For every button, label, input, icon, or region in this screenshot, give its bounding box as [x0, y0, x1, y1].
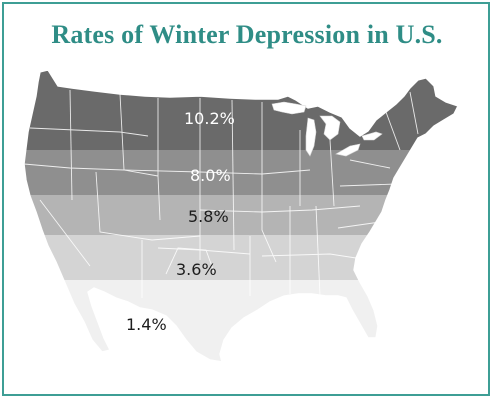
band-8-0-region	[24, 150, 458, 195]
band-5-8-region	[24, 195, 458, 235]
map-title: Rates of Winter Depression in U.S.	[51, 20, 443, 49]
band-labels: 10.2% 8.0% 5.8% 3.6% 1.4%	[126, 109, 235, 334]
us-outline	[23, 69, 459, 363]
lake-ontario	[361, 131, 383, 141]
lake-michigan	[305, 117, 317, 157]
band-label-3-6: 3.6%	[176, 260, 217, 279]
rate-bands	[24, 70, 458, 362]
lake-erie	[335, 143, 361, 157]
band-label-10-2: 10.2%	[184, 109, 235, 128]
great-lakes	[271, 101, 383, 157]
band-1-4-region	[24, 280, 458, 362]
band-label-8-0: 8.0%	[190, 166, 231, 185]
band-3-6-region	[24, 235, 458, 280]
band-label-5-8: 5.8%	[188, 207, 229, 226]
state-lines	[24, 89, 419, 298]
lake-superior	[271, 101, 307, 115]
lake-huron	[319, 115, 341, 141]
band-label-1-4: 1.4%	[126, 315, 167, 334]
